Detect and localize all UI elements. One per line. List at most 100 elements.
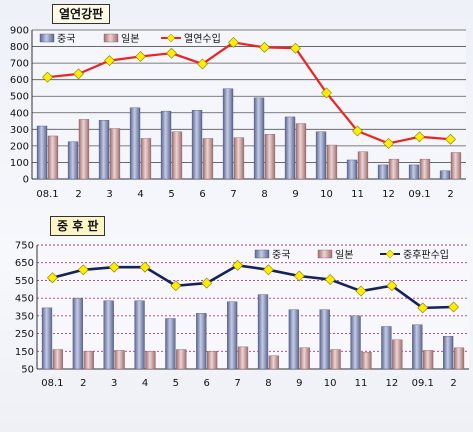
bar-china-7 bbox=[226, 301, 238, 370]
y-tick-label: 500 bbox=[10, 92, 29, 103]
y-tick-label: 750 bbox=[15, 241, 34, 252]
line-point-11 bbox=[352, 125, 363, 137]
line-point-4 bbox=[139, 261, 151, 273]
bar-china-12 bbox=[377, 164, 389, 180]
line-point-11 bbox=[355, 285, 367, 297]
bar-japan-8 bbox=[268, 355, 280, 370]
legend-label-import: 중후판수입 bbox=[403, 248, 449, 261]
legend-marker bbox=[166, 33, 176, 43]
bar-japan-6 bbox=[202, 138, 214, 180]
plot-area bbox=[32, 30, 466, 179]
x-tick-label: 7 bbox=[234, 378, 240, 389]
x-tick-label: 10 bbox=[324, 378, 337, 389]
bar-japan-13 bbox=[423, 350, 434, 370]
y-tick-label: 800 bbox=[10, 42, 29, 53]
line-point-14 bbox=[448, 301, 459, 313]
x-tick-label: 4 bbox=[142, 378, 148, 389]
x-tick-label: 08.1 bbox=[41, 378, 63, 389]
bar-japan-1 bbox=[52, 349, 64, 370]
bar-japan-12 bbox=[392, 339, 403, 370]
bar-japan-1 bbox=[47, 135, 59, 180]
bar-japan-7 bbox=[237, 346, 249, 370]
line-point-8 bbox=[263, 264, 274, 276]
line-point-4 bbox=[135, 51, 146, 62]
x-tick-label: 2 bbox=[80, 378, 86, 389]
line-point-7 bbox=[228, 36, 239, 48]
bar-japan-5 bbox=[171, 131, 183, 180]
x-tick-label: 6 bbox=[199, 189, 205, 200]
y-tick-label: 600 bbox=[10, 75, 29, 86]
legend-swatch-japan bbox=[317, 249, 333, 259]
bar-japan-6 bbox=[207, 351, 218, 370]
x-tick-label: 5 bbox=[168, 189, 174, 200]
legend-label-japan: 일본 bbox=[121, 33, 139, 45]
x-tick-label: 8 bbox=[261, 189, 267, 200]
line-point-1 bbox=[42, 71, 53, 83]
x-tick-label: 4 bbox=[137, 189, 143, 200]
x-tick-label: 6 bbox=[204, 378, 210, 389]
bar-japan-3 bbox=[114, 350, 125, 370]
legend-marker bbox=[385, 249, 395, 259]
line-point-5 bbox=[170, 280, 182, 292]
chart-title-hot-rolled: 열연강판 bbox=[52, 4, 111, 24]
y-tick-label: 650 bbox=[15, 258, 34, 269]
bar-japan-7 bbox=[233, 137, 245, 180]
line-point-10 bbox=[321, 87, 332, 99]
x-tick-label: 09.1 bbox=[408, 189, 430, 200]
x-tick-label: 12 bbox=[385, 378, 398, 389]
x-tick-label: 3 bbox=[106, 189, 112, 200]
chart-title-plate: 중 후 판 bbox=[50, 216, 106, 236]
x-tick-label: 2 bbox=[75, 189, 81, 200]
bar-china-7 bbox=[222, 88, 234, 180]
bar-china-2 bbox=[72, 297, 83, 370]
y-tick-label: 550 bbox=[15, 276, 34, 287]
y-tick-label: 700 bbox=[10, 59, 29, 70]
bar-china-13 bbox=[408, 164, 420, 180]
bar-japan-10 bbox=[326, 144, 338, 180]
line-point-1 bbox=[47, 272, 58, 284]
y-tick-label: 50 bbox=[21, 365, 34, 376]
bar-china-11 bbox=[346, 159, 358, 180]
bar-china-8 bbox=[257, 294, 269, 370]
bar-japan-11 bbox=[361, 351, 372, 370]
legend-label-china: 중국 bbox=[272, 249, 290, 261]
y-tick-label: 250 bbox=[15, 329, 34, 340]
y-tick-label: 100 bbox=[10, 158, 29, 169]
line-point-13 bbox=[414, 131, 425, 143]
x-tick-label: 10 bbox=[320, 189, 333, 200]
line-point-6 bbox=[197, 58, 208, 70]
x-tick-label: 7 bbox=[230, 189, 236, 200]
bar-china-6 bbox=[196, 313, 207, 370]
bar-china-4 bbox=[129, 107, 141, 180]
bar-china-8 bbox=[253, 97, 265, 180]
bar-china-12 bbox=[381, 326, 392, 370]
bar-japan-8 bbox=[264, 134, 276, 180]
y-tick-label: 400 bbox=[10, 108, 29, 119]
bar-china-3 bbox=[98, 120, 110, 180]
bar-china-9 bbox=[284, 116, 296, 180]
x-tick-label: 11 bbox=[355, 378, 368, 389]
bar-china-6 bbox=[191, 110, 203, 180]
legend-label-import: 열연수입 bbox=[184, 32, 221, 45]
x-tick-label: 12 bbox=[382, 189, 395, 200]
bar-japan-4 bbox=[145, 351, 156, 370]
bar-china-9 bbox=[288, 309, 299, 370]
line-point-6 bbox=[201, 277, 213, 289]
x-tick-label: 11 bbox=[351, 189, 364, 200]
bar-japan-14 bbox=[453, 347, 465, 370]
y-tick-label: 300 bbox=[10, 125, 29, 136]
y-tick-label: 450 bbox=[15, 294, 34, 305]
y-tick-label: 0 bbox=[23, 175, 29, 186]
line-point-3 bbox=[104, 55, 115, 67]
bar-japan-5 bbox=[176, 349, 187, 370]
bar-japan-3 bbox=[109, 128, 121, 180]
bar-japan-11 bbox=[357, 151, 369, 180]
bar-china-14 bbox=[442, 336, 454, 370]
legend-swatch-china bbox=[254, 249, 270, 259]
bar-japan-2 bbox=[78, 119, 90, 180]
bar-china-13 bbox=[412, 324, 423, 370]
line-point-2 bbox=[77, 264, 89, 276]
bar-japan-13 bbox=[419, 158, 431, 180]
line-point-12 bbox=[386, 280, 398, 292]
